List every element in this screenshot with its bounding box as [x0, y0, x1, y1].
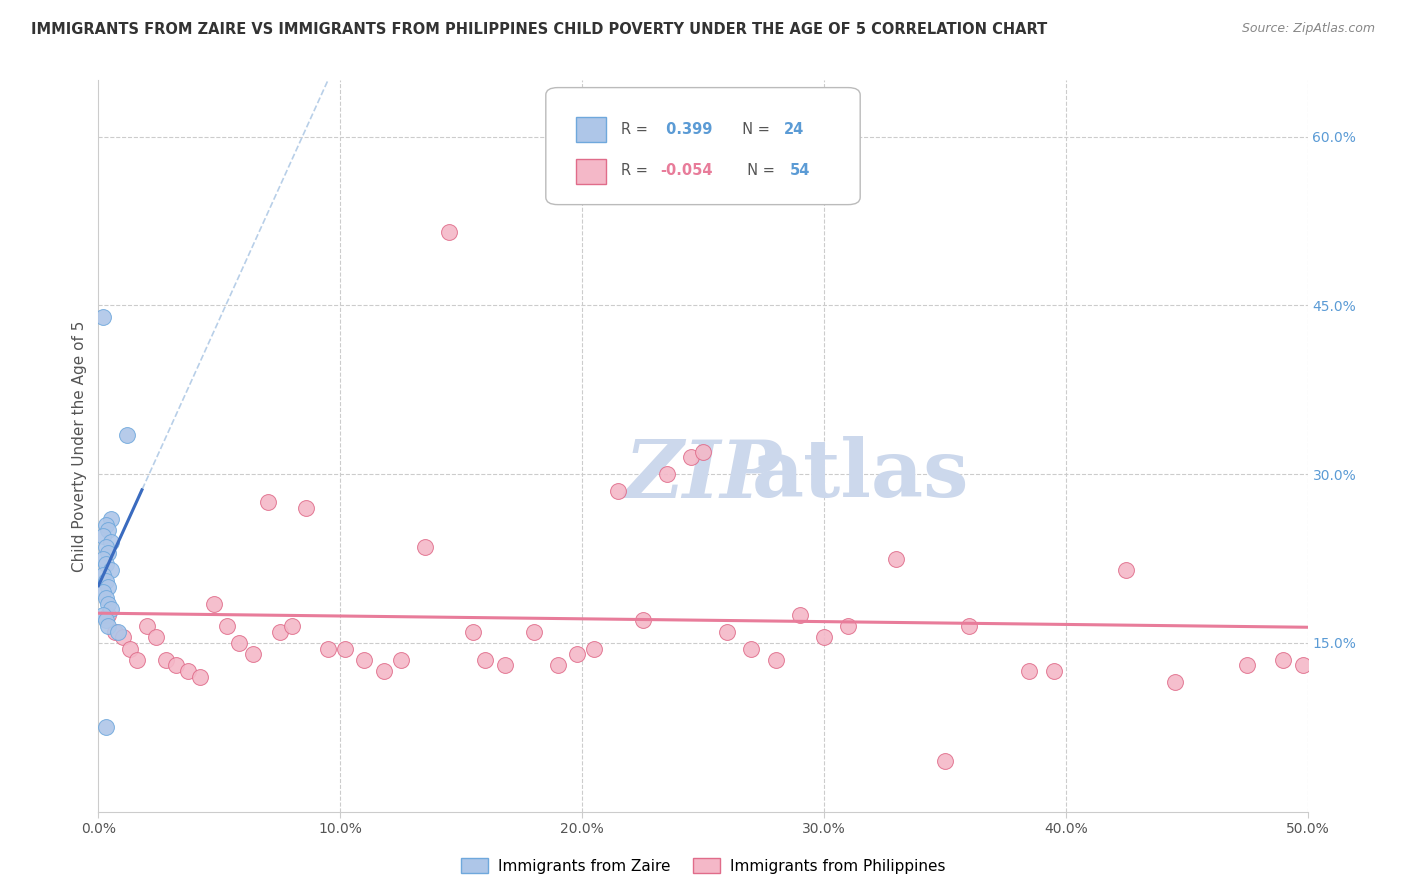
Text: Source: ZipAtlas.com: Source: ZipAtlas.com — [1241, 22, 1375, 36]
Point — [716, 624, 738, 639]
Point — [117, 427, 139, 442]
Point — [100, 563, 122, 577]
Point — [256, 495, 278, 509]
Point — [100, 602, 122, 616]
Point — [316, 641, 339, 656]
Text: 54: 54 — [790, 163, 810, 178]
Point — [373, 664, 395, 678]
Point — [91, 585, 114, 599]
Point — [104, 624, 127, 639]
Point — [91, 568, 114, 582]
Point — [94, 720, 117, 734]
Legend: Immigrants from Zaire, Immigrants from Philippines: Immigrants from Zaire, Immigrants from P… — [454, 852, 952, 880]
Point — [765, 653, 787, 667]
Point — [111, 630, 134, 644]
Point — [177, 664, 200, 678]
Text: R =: R = — [621, 163, 652, 178]
Point — [631, 614, 654, 628]
Point — [100, 512, 122, 526]
Point — [204, 597, 226, 611]
Point — [94, 517, 117, 532]
Point — [100, 534, 122, 549]
Point — [886, 551, 908, 566]
Point — [281, 619, 304, 633]
Y-axis label: Child Poverty Under the Age of 5: Child Poverty Under the Age of 5 — [72, 320, 87, 572]
FancyBboxPatch shape — [546, 87, 860, 204]
Point — [269, 624, 291, 639]
Point — [97, 524, 120, 538]
Point — [413, 541, 436, 555]
Point — [188, 670, 211, 684]
Point — [474, 653, 496, 667]
Point — [127, 653, 149, 667]
Point — [97, 580, 120, 594]
Point — [740, 641, 762, 656]
Point — [215, 619, 238, 633]
Point — [1163, 675, 1185, 690]
Point — [295, 500, 318, 515]
Point — [1292, 658, 1315, 673]
Point — [1272, 653, 1295, 667]
Point — [813, 630, 835, 644]
Point — [135, 619, 157, 633]
Point — [242, 647, 264, 661]
FancyBboxPatch shape — [576, 159, 606, 184]
Point — [165, 658, 187, 673]
Point — [97, 546, 120, 560]
Point — [607, 483, 630, 498]
Text: 0.399: 0.399 — [661, 122, 711, 136]
Point — [957, 619, 980, 633]
Point — [145, 630, 167, 644]
Point — [107, 624, 129, 639]
Point — [1042, 664, 1064, 678]
Text: -0.054: -0.054 — [661, 163, 713, 178]
Point — [1018, 664, 1040, 678]
Point — [547, 658, 569, 673]
Point — [523, 624, 546, 639]
Point — [97, 607, 120, 622]
Text: ZIP: ZIP — [624, 436, 782, 514]
Point — [155, 653, 177, 667]
Point — [228, 636, 250, 650]
Text: R =: R = — [621, 122, 652, 136]
Point — [91, 310, 114, 324]
Point — [97, 619, 120, 633]
Point — [94, 541, 117, 555]
Text: atlas: atlas — [751, 436, 969, 515]
Point — [333, 641, 356, 656]
Point — [567, 647, 589, 661]
Point — [463, 624, 485, 639]
Point — [118, 641, 141, 656]
Point — [94, 557, 117, 571]
Text: N =: N = — [738, 163, 779, 178]
Point — [91, 551, 114, 566]
Point — [1236, 658, 1258, 673]
Point — [789, 607, 811, 622]
FancyBboxPatch shape — [576, 117, 606, 143]
Text: 24: 24 — [785, 122, 804, 136]
Text: N =: N = — [734, 122, 775, 136]
Point — [583, 641, 606, 656]
Point — [837, 619, 859, 633]
Point — [94, 614, 117, 628]
Point — [97, 597, 120, 611]
Point — [1115, 563, 1137, 577]
Text: IMMIGRANTS FROM ZAIRE VS IMMIGRANTS FROM PHILIPPINES CHILD POVERTY UNDER THE AGE: IMMIGRANTS FROM ZAIRE VS IMMIGRANTS FROM… — [31, 22, 1047, 37]
Point — [679, 450, 702, 465]
Point — [934, 754, 956, 768]
Point — [389, 653, 412, 667]
Point — [692, 444, 714, 458]
Point — [94, 591, 117, 605]
Point — [91, 529, 114, 543]
Point — [494, 658, 516, 673]
Point — [353, 653, 375, 667]
Point — [437, 225, 460, 239]
Point — [655, 467, 678, 482]
Point — [91, 607, 114, 622]
Point — [94, 574, 117, 588]
